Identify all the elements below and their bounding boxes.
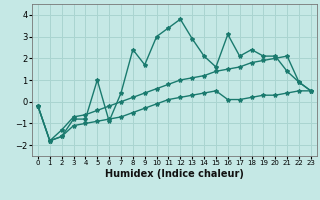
X-axis label: Humidex (Indice chaleur): Humidex (Indice chaleur) bbox=[105, 169, 244, 179]
